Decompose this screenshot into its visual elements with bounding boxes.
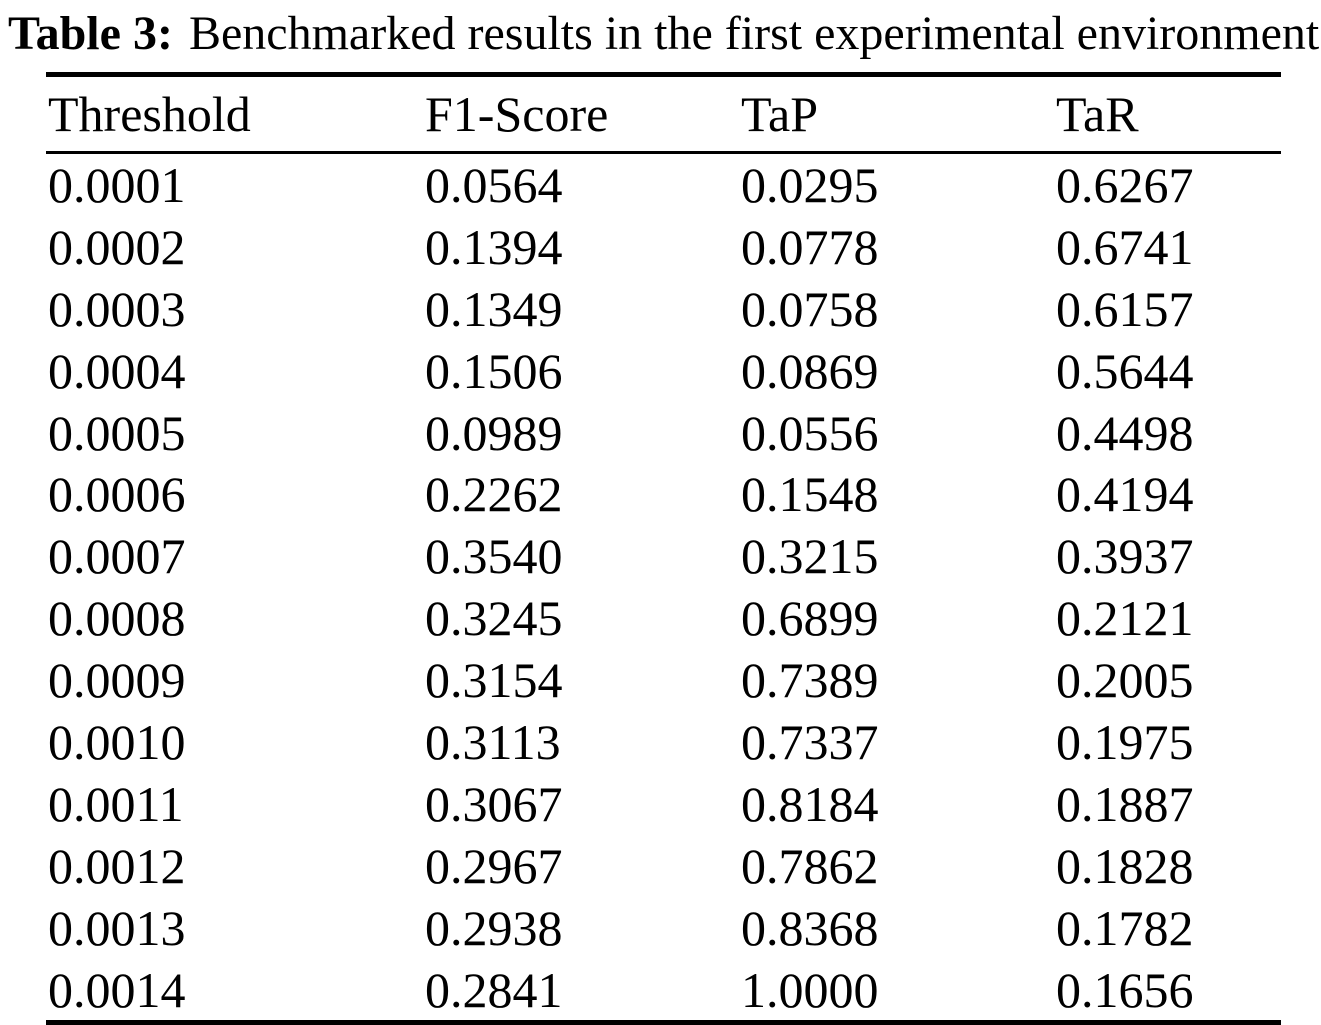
table-cell-tar: 0.1975 <box>1056 713 1194 770</box>
table-cell-tar: 0.5644 <box>1056 342 1194 399</box>
table-cell-tap: 0.0295 <box>741 156 879 213</box>
table-cell-tap: 0.8368 <box>741 899 879 956</box>
table-cell-f1-score: 0.1394 <box>425 218 563 275</box>
table-cell-f1-score: 0.1349 <box>425 280 563 337</box>
table-cell-tar: 0.4194 <box>1056 466 1194 523</box>
table-row: 0.0001 0.0564 0.0295 0.6267 <box>46 153 1281 216</box>
table-cell-threshold: 0.0014 <box>48 961 186 1018</box>
table-cell-tar: 0.1828 <box>1056 837 1194 894</box>
table-caption-text: Benchmarked results in the first experim… <box>188 7 1320 60</box>
table-cell-tap: 0.0869 <box>741 342 879 399</box>
table-cell-tap: 0.7389 <box>741 652 879 709</box>
table-cell-f1-score: 0.3067 <box>425 775 563 832</box>
table-cell-tap: 1.0000 <box>741 961 879 1018</box>
table-cell-tap: 0.8184 <box>741 775 879 832</box>
table-row: 0.0004 0.1506 0.0869 0.5644 <box>46 340 1281 402</box>
table-cell-tar: 0.1887 <box>1056 775 1194 832</box>
table-cell-tap: 0.7337 <box>741 713 879 770</box>
table-cell-tar: 0.4498 <box>1056 404 1194 461</box>
table-cell-f1-score: 0.0564 <box>425 156 563 213</box>
table-row: 0.0007 0.3540 0.3215 0.3937 <box>46 525 1281 587</box>
column-header-tap: TaP <box>739 74 1054 154</box>
table-cell-threshold: 0.0011 <box>48 775 184 832</box>
table-cell-threshold: 0.0003 <box>48 280 186 337</box>
table-cell-f1-score: 0.2967 <box>425 837 563 894</box>
table-cell-threshold: 0.0005 <box>48 404 186 461</box>
table-cell-tar: 0.2121 <box>1056 590 1194 647</box>
table-cell-tar: 0.6267 <box>1056 156 1194 213</box>
table-cell-tap: 0.3215 <box>741 528 879 585</box>
table-header-row: Threshold F1-Score TaP TaR <box>46 74 1281 154</box>
table-cell-tar: 0.1656 <box>1056 961 1194 1018</box>
table-row: 0.0014 0.2841 1.0000 0.1656 <box>46 959 1281 1023</box>
table-cell-tap: 0.0778 <box>741 218 879 275</box>
table-caption: Table 3: Benchmarked results in the first… <box>0 4 1321 64</box>
table-cell-f1-score: 0.1506 <box>425 342 563 399</box>
table-row: 0.0009 0.3154 0.7389 0.2005 <box>46 649 1281 711</box>
table-cell-tap: 0.1548 <box>741 466 879 523</box>
table-cell-f1-score: 0.3540 <box>425 528 563 585</box>
table-row: 0.0013 0.2938 0.8368 0.1782 <box>46 897 1281 959</box>
table-cell-f1-score: 0.2938 <box>425 899 563 956</box>
table-header: Threshold F1-Score TaP TaR <box>46 74 1281 154</box>
table-cell-threshold: 0.0002 <box>48 218 186 275</box>
table-cell-threshold: 0.0006 <box>48 466 186 523</box>
table-cell-tar: 0.2005 <box>1056 652 1194 709</box>
table-cell-threshold: 0.0009 <box>48 652 186 709</box>
table-body: 0.0001 0.0564 0.0295 0.6267 0.0002 0.1394 0.07… <box>46 153 1281 1023</box>
table-row: 0.0011 0.3067 0.8184 0.1887 <box>46 773 1281 835</box>
column-header-threshold: Threshold <box>46 74 423 154</box>
table-row: 0.0008 0.3245 0.6899 0.2121 <box>46 587 1281 649</box>
column-header-f1-score: F1-Score <box>423 74 739 154</box>
table-cell-f1-score: 0.3113 <box>425 713 561 770</box>
table-row: 0.0010 0.3113 0.7337 0.1975 <box>46 711 1281 773</box>
table-cell-threshold: 0.0008 <box>48 590 186 647</box>
table-cell-tar: 0.3937 <box>1056 528 1194 585</box>
table-cell-tap: 0.0556 <box>741 404 879 461</box>
table-cell-tap: 0.0758 <box>741 280 879 337</box>
table-cell-threshold: 0.0013 <box>48 899 186 956</box>
table-cell-tar: 0.6741 <box>1056 218 1194 275</box>
table-caption-label: Table 3: <box>8 7 173 60</box>
table-cell-threshold: 0.0010 <box>48 713 186 770</box>
results-table: Threshold F1-Score TaP TaR 0.0001 0.0564 0… <box>46 72 1281 1025</box>
table-cell-f1-score: 0.2841 <box>425 961 563 1018</box>
table-cell-tar: 0.6157 <box>1056 280 1194 337</box>
table-cell-f1-score: 0.0989 <box>425 404 563 461</box>
table-cell-threshold: 0.0007 <box>48 528 186 585</box>
table-row: 0.0002 0.1394 0.0778 0.6741 <box>46 216 1281 278</box>
table-cell-f1-score: 0.2262 <box>425 466 563 523</box>
column-header-tar: TaR <box>1054 74 1281 154</box>
table-row: 0.0005 0.0989 0.0556 0.4498 <box>46 402 1281 464</box>
table-cell-threshold: 0.0004 <box>48 342 186 399</box>
table-cell-tap: 0.7862 <box>741 837 879 894</box>
table-cell-tar: 0.1782 <box>1056 899 1194 956</box>
table-cell-f1-score: 0.3154 <box>425 652 563 709</box>
table-row: 0.0003 0.1349 0.0758 0.6157 <box>46 278 1281 340</box>
table-row: 0.0012 0.2967 0.7862 0.1828 <box>46 835 1281 897</box>
table-cell-threshold: 0.0012 <box>48 837 186 894</box>
table-cell-threshold: 0.0001 <box>48 156 186 213</box>
table-cell-f1-score: 0.3245 <box>425 590 563 647</box>
table-cell-tap: 0.6899 <box>741 590 879 647</box>
table-row: 0.0006 0.2262 0.1548 0.4194 <box>46 463 1281 525</box>
